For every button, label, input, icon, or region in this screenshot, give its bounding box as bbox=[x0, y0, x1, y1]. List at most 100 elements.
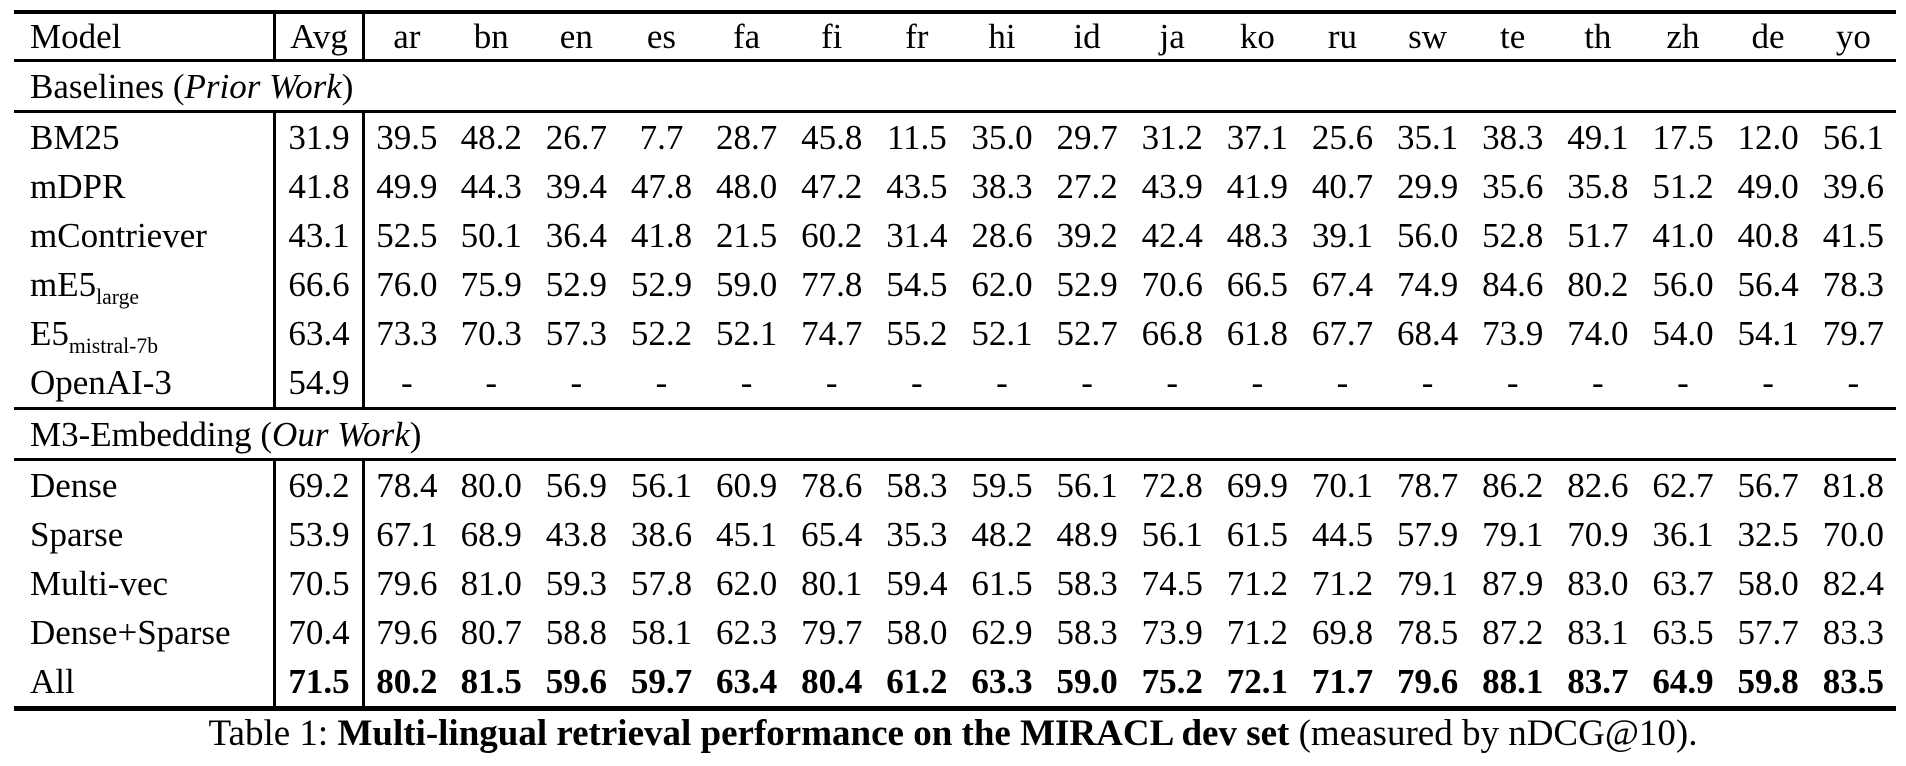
score-cell: 40.8 bbox=[1737, 216, 1799, 255]
section-title: Baselines (Prior Work) bbox=[14, 59, 1896, 113]
score-cell: 35.0 bbox=[971, 118, 1033, 157]
score-cell: 68.4 bbox=[1396, 314, 1459, 353]
table-row-dense-sparse: Dense+Sparse 70.4 79.6 80.7 58.8 58.1 62.3 79.7… bbox=[14, 608, 1896, 657]
column-header-de: de bbox=[1725, 12, 1811, 62]
table-row-bm25: BM25 31.9 39.5 48.2 26.7 7.7 28.7 45.8 11.5 35.0 2… bbox=[14, 111, 1896, 162]
model-cell: Dense+Sparse bbox=[14, 608, 276, 657]
score-cell: 81.0 bbox=[460, 564, 522, 603]
score-cell: 80.7 bbox=[460, 613, 522, 652]
model-cell: Sparse bbox=[14, 510, 276, 559]
score-cell: 39.2 bbox=[1056, 216, 1118, 255]
score-cell: 73.3 bbox=[376, 314, 438, 353]
table-row-dense: Dense 69.2 78.4 80.0 56.9 56.1 60.9 78.6 58.3 59.… bbox=[14, 459, 1896, 510]
score-cell: 41.5 bbox=[1822, 216, 1884, 255]
score-cell: 59.7 bbox=[630, 662, 693, 701]
table-row-mcontriever: mContriever 43.1 52.5 50.1 36.4 41.8 21.5 60.2 3… bbox=[14, 211, 1896, 260]
score-cell: 58.0 bbox=[886, 613, 948, 652]
score-cell: 52.2 bbox=[630, 314, 693, 353]
score-cell: 88.1 bbox=[1482, 662, 1544, 701]
score-cell: 80.2 bbox=[1567, 265, 1629, 304]
score-cell: 59.5 bbox=[971, 466, 1033, 505]
score-cell: - bbox=[570, 363, 583, 402]
score-cell: 79.6 bbox=[1396, 662, 1459, 701]
score-cell: 56.1 bbox=[1056, 466, 1118, 505]
score-cell: 76.0 bbox=[376, 265, 438, 304]
score-cell: 57.3 bbox=[545, 314, 607, 353]
score-cell: 43.5 bbox=[886, 167, 948, 206]
score-cell: - bbox=[1081, 363, 1093, 402]
score-cell: 35.8 bbox=[1567, 167, 1629, 206]
table-row-me5: mE5large 66.6 76.0 75.9 52.9 52.9 59.0 77.8 54.5… bbox=[14, 260, 1896, 309]
score-cell: 27.2 bbox=[1056, 167, 1118, 206]
score-cell: 79.1 bbox=[1396, 564, 1459, 603]
model-cell: mContriever bbox=[14, 211, 276, 260]
score-cell: 67.1 bbox=[376, 515, 438, 554]
score-cell: 79.7 bbox=[801, 613, 863, 652]
column-header-en: en bbox=[533, 12, 619, 62]
score-cell: - bbox=[485, 363, 498, 402]
avg-cell: 31.9 bbox=[274, 111, 365, 162]
avg-cell: 63.4 bbox=[274, 309, 365, 358]
model-cell: mE5large bbox=[14, 260, 276, 309]
score-cell: 65.4 bbox=[801, 515, 863, 554]
column-header-ko: ko bbox=[1214, 12, 1300, 62]
score-cell: 12.0 bbox=[1737, 118, 1799, 157]
score-cell: 49.9 bbox=[376, 167, 438, 206]
column-header-es: es bbox=[618, 12, 704, 62]
avg-cell: 66.6 bbox=[274, 260, 365, 309]
score-cell: 48.0 bbox=[715, 167, 778, 206]
score-cell: 26.7 bbox=[545, 118, 607, 157]
score-cell: 38.6 bbox=[630, 515, 693, 554]
score-cell: 72.1 bbox=[1226, 662, 1288, 701]
column-header-fr: fr bbox=[874, 12, 960, 62]
score-cell: 56.7 bbox=[1737, 466, 1799, 505]
score-cell: 59.8 bbox=[1737, 662, 1799, 701]
score-cell: 56.4 bbox=[1737, 265, 1799, 304]
score-cell: 69.9 bbox=[1226, 466, 1288, 505]
score-cell: 87.9 bbox=[1482, 564, 1544, 603]
score-cell: 59.4 bbox=[886, 564, 948, 603]
score-cell: 58.1 bbox=[630, 613, 693, 652]
score-cell: 73.9 bbox=[1482, 314, 1544, 353]
score-cell: 35.3 bbox=[886, 515, 948, 554]
table-row-all: All 71.5 80.2 81.5 59.6 59.7 63.4 80.4 61.2 63.3 5… bbox=[14, 657, 1896, 709]
section-title: M3-Embedding (Our Work) bbox=[14, 407, 1896, 461]
score-cell: 45.1 bbox=[715, 515, 778, 554]
model-cell: BM25 bbox=[14, 111, 276, 162]
score-cell: 43.8 bbox=[545, 515, 607, 554]
table-row-openai-3: OpenAI-3 54.9- - - - - - - - - - - - - - - - - - bbox=[14, 358, 1896, 409]
score-cell: 68.9 bbox=[460, 515, 522, 554]
score-cell: 62.3 bbox=[715, 613, 778, 652]
score-cell: 66.5 bbox=[1226, 265, 1288, 304]
score-cell: 51.7 bbox=[1567, 216, 1629, 255]
score-cell: - bbox=[825, 363, 838, 402]
score-cell: 83.7 bbox=[1567, 662, 1629, 701]
score-cell: 54.5 bbox=[886, 265, 948, 304]
score-cell: 78.6 bbox=[801, 466, 863, 505]
score-cell: 70.0 bbox=[1822, 515, 1884, 554]
score-cell: 70.9 bbox=[1567, 515, 1629, 554]
score-cell: 58.8 bbox=[545, 613, 607, 652]
score-cell: 58.0 bbox=[1737, 564, 1799, 603]
score-cell: 83.3 bbox=[1822, 613, 1884, 652]
score-cell: 42.4 bbox=[1141, 216, 1203, 255]
score-cell: 50.1 bbox=[460, 216, 522, 255]
score-cell: - bbox=[1762, 363, 1774, 402]
score-cell: 71.2 bbox=[1226, 613, 1288, 652]
score-cell: 80.4 bbox=[801, 662, 863, 701]
score-cell: 54.1 bbox=[1737, 314, 1799, 353]
score-cell: 81.5 bbox=[460, 662, 522, 701]
score-cell: 44.3 bbox=[460, 167, 522, 206]
model-cell: OpenAI-3 bbox=[14, 358, 276, 409]
score-cell: 63.5 bbox=[1652, 613, 1714, 652]
score-cell: 52.9 bbox=[630, 265, 693, 304]
score-cell: 73.9 bbox=[1141, 613, 1203, 652]
avg-cell: 70.4 bbox=[274, 608, 365, 657]
score-cell: 37.1 bbox=[1226, 118, 1288, 157]
score-cell: 75.2 bbox=[1141, 662, 1203, 701]
score-cell: 38.3 bbox=[971, 167, 1033, 206]
score-cell: 52.8 bbox=[1482, 216, 1544, 255]
score-cell: - bbox=[996, 363, 1008, 402]
score-cell: 67.7 bbox=[1311, 314, 1374, 353]
score-cell: 44.5 bbox=[1311, 515, 1374, 554]
